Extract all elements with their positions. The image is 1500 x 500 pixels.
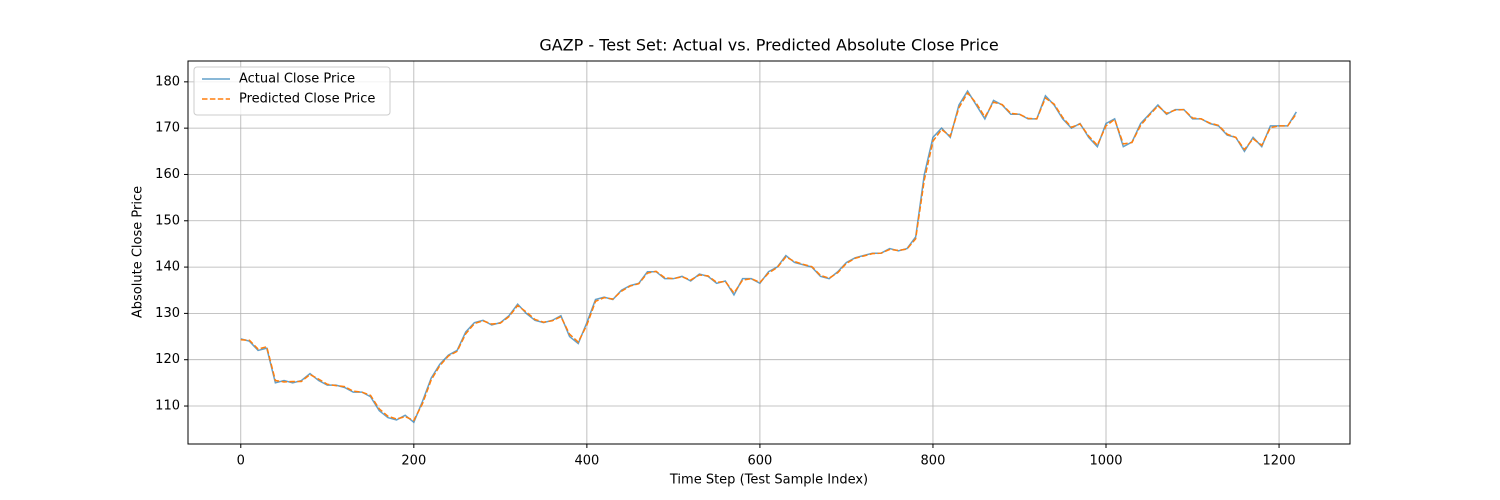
y-axis-label: Absolute Close Price — [131, 186, 146, 318]
x-tick-label: 800 — [921, 454, 946, 469]
legend-box — [193, 66, 391, 116]
x-tick-label: 600 — [748, 454, 773, 469]
legend-label: Predicted Close Price — [239, 92, 375, 107]
y-tick-label: 180 — [155, 74, 180, 89]
x-tick-label: 400 — [574, 454, 599, 469]
plot-frame — [187, 60, 1351, 445]
legend: Actual Close Price Predicted Close Price — [193, 66, 391, 116]
y-tick-label: 170 — [155, 121, 180, 136]
y-tick-label: 120 — [155, 352, 180, 367]
x-tick-label: 0 — [237, 454, 245, 469]
chart-title: GAZP - Test Set: Actual vs. Predicted Ab… — [539, 36, 998, 55]
x-tick-label: 1200 — [1263, 454, 1296, 469]
y-tick-label: 140 — [155, 260, 180, 275]
y-tick-label: 160 — [155, 167, 180, 182]
y-tick-label: 150 — [155, 213, 180, 228]
x-tick-label: 1000 — [1089, 454, 1122, 469]
data-line — [240, 91, 1297, 422]
y-tick-label: 130 — [155, 306, 180, 321]
x-tick-label: 200 — [401, 454, 426, 469]
y-tick-label: 110 — [155, 399, 180, 414]
legend-label: Actual Close Price — [239, 72, 355, 87]
x-axis-label: Time Step (Test Sample Index) — [669, 473, 868, 488]
